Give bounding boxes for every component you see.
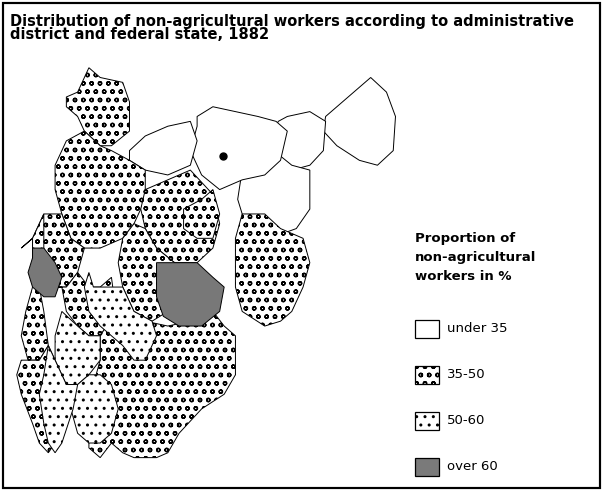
Polygon shape: [236, 214, 310, 326]
Polygon shape: [118, 224, 179, 321]
Polygon shape: [39, 346, 78, 453]
Bar: [415, 412, 439, 430]
Polygon shape: [107, 156, 114, 170]
Polygon shape: [89, 311, 236, 458]
Polygon shape: [85, 273, 156, 360]
Polygon shape: [66, 68, 129, 146]
Polygon shape: [28, 248, 62, 297]
Polygon shape: [55, 311, 100, 384]
Polygon shape: [71, 375, 118, 443]
Text: district and federal state, 1882: district and federal state, 1882: [10, 27, 269, 42]
Text: over 60: over 60: [447, 461, 498, 473]
Text: 50-60: 50-60: [447, 414, 486, 428]
Polygon shape: [238, 151, 310, 238]
Text: Proportion of
non-agricultural
workers in %: Proportion of non-agricultural workers i…: [415, 232, 536, 283]
Polygon shape: [21, 214, 48, 360]
Polygon shape: [141, 170, 220, 263]
Bar: [415, 366, 439, 384]
Polygon shape: [156, 263, 224, 326]
Polygon shape: [33, 214, 85, 287]
Bar: [415, 458, 439, 476]
Text: under 35: under 35: [447, 323, 507, 335]
Text: 35-50: 35-50: [447, 369, 486, 382]
Bar: [415, 320, 439, 338]
Polygon shape: [190, 107, 288, 190]
Polygon shape: [184, 190, 220, 238]
Polygon shape: [55, 273, 116, 336]
Polygon shape: [129, 121, 197, 175]
Text: Distribution of non-agricultural workers according to administrative: Distribution of non-agricultural workers…: [10, 14, 574, 29]
Polygon shape: [323, 78, 396, 165]
Polygon shape: [269, 111, 326, 170]
Polygon shape: [17, 346, 66, 453]
Polygon shape: [55, 131, 145, 248]
